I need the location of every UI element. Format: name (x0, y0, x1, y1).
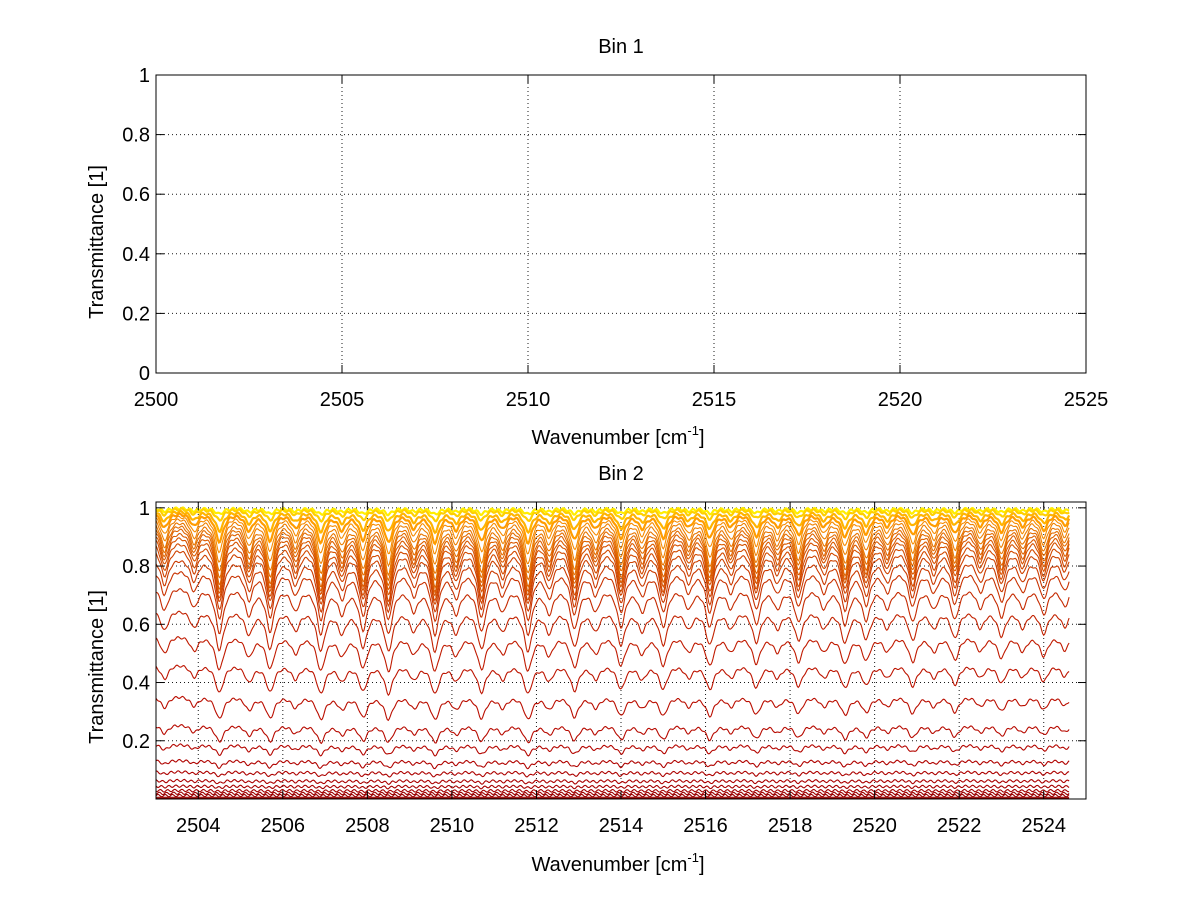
series-line-s2 (155, 507, 1070, 523)
series-line-s27 (155, 788, 1070, 794)
series-line-s16 (155, 588, 1070, 638)
y-tick-label: 0.2 (122, 731, 150, 753)
y-tick-label: 0.8 (122, 125, 150, 147)
series-line-s25 (155, 778, 1070, 785)
series-line-s28 (155, 791, 1070, 796)
series-line-s13 (155, 550, 1070, 608)
y-tick-label: 0.6 (122, 614, 150, 636)
series-line-s15 (155, 571, 1070, 623)
y-tick-label: 0.6 (122, 184, 150, 206)
x-axis-label-bin-2: Wavenumber [cm-1] (531, 850, 704, 876)
series-line-s24 (156, 770, 1070, 778)
series-line-s10 (155, 532, 1070, 594)
series-line-s18 (155, 636, 1070, 673)
y-tick-label: 1 (139, 65, 150, 87)
series-line-s11 (155, 537, 1070, 597)
x-tick-label: 2522 (937, 815, 982, 837)
series-line-s3 (155, 509, 1071, 535)
plot-area-frame-bin-1 (155, 74, 1087, 374)
x-tick-label: 2512 (514, 815, 559, 837)
subplot-bin-1: 2500 2505 2510 2515 2520 2525 0 0.2 0.4 0.6 0.8 1 B… (86, 36, 1108, 449)
x-tick-label: 2510 (430, 815, 475, 837)
series-line-s21 (155, 724, 1070, 745)
chart-title-bin-2: Bin 2 (598, 463, 644, 485)
series-line-s17 (155, 610, 1070, 654)
series-line-s19 (155, 664, 1070, 697)
series-line-s14 (155, 560, 1070, 614)
x-axis-label-bin-1: Wavenumber [cm-1] (531, 423, 704, 449)
x-tick-label: 2510 (506, 389, 551, 411)
series-line-s4 (155, 512, 1071, 546)
y-tick-label: 0.4 (122, 673, 150, 695)
x-tick-label: 2516 (683, 815, 728, 837)
series-line-s8 (155, 525, 1070, 582)
series-line-s22 (155, 743, 1070, 757)
x-tick-label: 2505 (320, 389, 365, 411)
y-axis-label-bin-1: Transmittance [1] (86, 165, 108, 319)
x-tick-label: 2525 (1064, 389, 1109, 411)
x-tick-label: 2514 (599, 815, 644, 837)
x-tick-label: 2508 (345, 815, 390, 837)
x-tick-label: 2518 (768, 815, 813, 837)
series-line-s20 (155, 695, 1070, 722)
series-line-s5 (155, 515, 1070, 555)
chart-title-bin-1: Bin 1 (598, 36, 644, 58)
x-tick-label: 2520 (878, 389, 923, 411)
y-tick-label: 0 (139, 363, 150, 385)
y-tick-label: 0.4 (122, 244, 150, 266)
x-tick-label: 2506 (261, 815, 306, 837)
series-line-s6 (155, 518, 1070, 567)
x-tick-label: 2515 (692, 389, 737, 411)
series-line-s23 (155, 758, 1070, 770)
subplot-bin-2: 2504 2506 2508 2510 2512 2514 2516 2518 2520 2522… (86, 463, 1087, 876)
y-axis-label-bin-2: Transmittance [1] (86, 590, 108, 744)
x-tick-label: 2520 (852, 815, 897, 837)
x-tick-label: 2504 (176, 815, 221, 837)
y-tick-label: 0.2 (122, 303, 150, 325)
series-line-s12 (155, 543, 1070, 603)
y-tick-label: 1 (139, 498, 150, 520)
x-tick-label: 2524 (1021, 815, 1066, 837)
series-line-s9 (155, 528, 1070, 589)
series-line-s7 (155, 522, 1070, 577)
x-tick-label: 2500 (134, 389, 179, 411)
y-tick-label: 0.8 (122, 556, 150, 578)
series-line-s26 (155, 784, 1070, 790)
series-line-s29 (155, 793, 1070, 798)
